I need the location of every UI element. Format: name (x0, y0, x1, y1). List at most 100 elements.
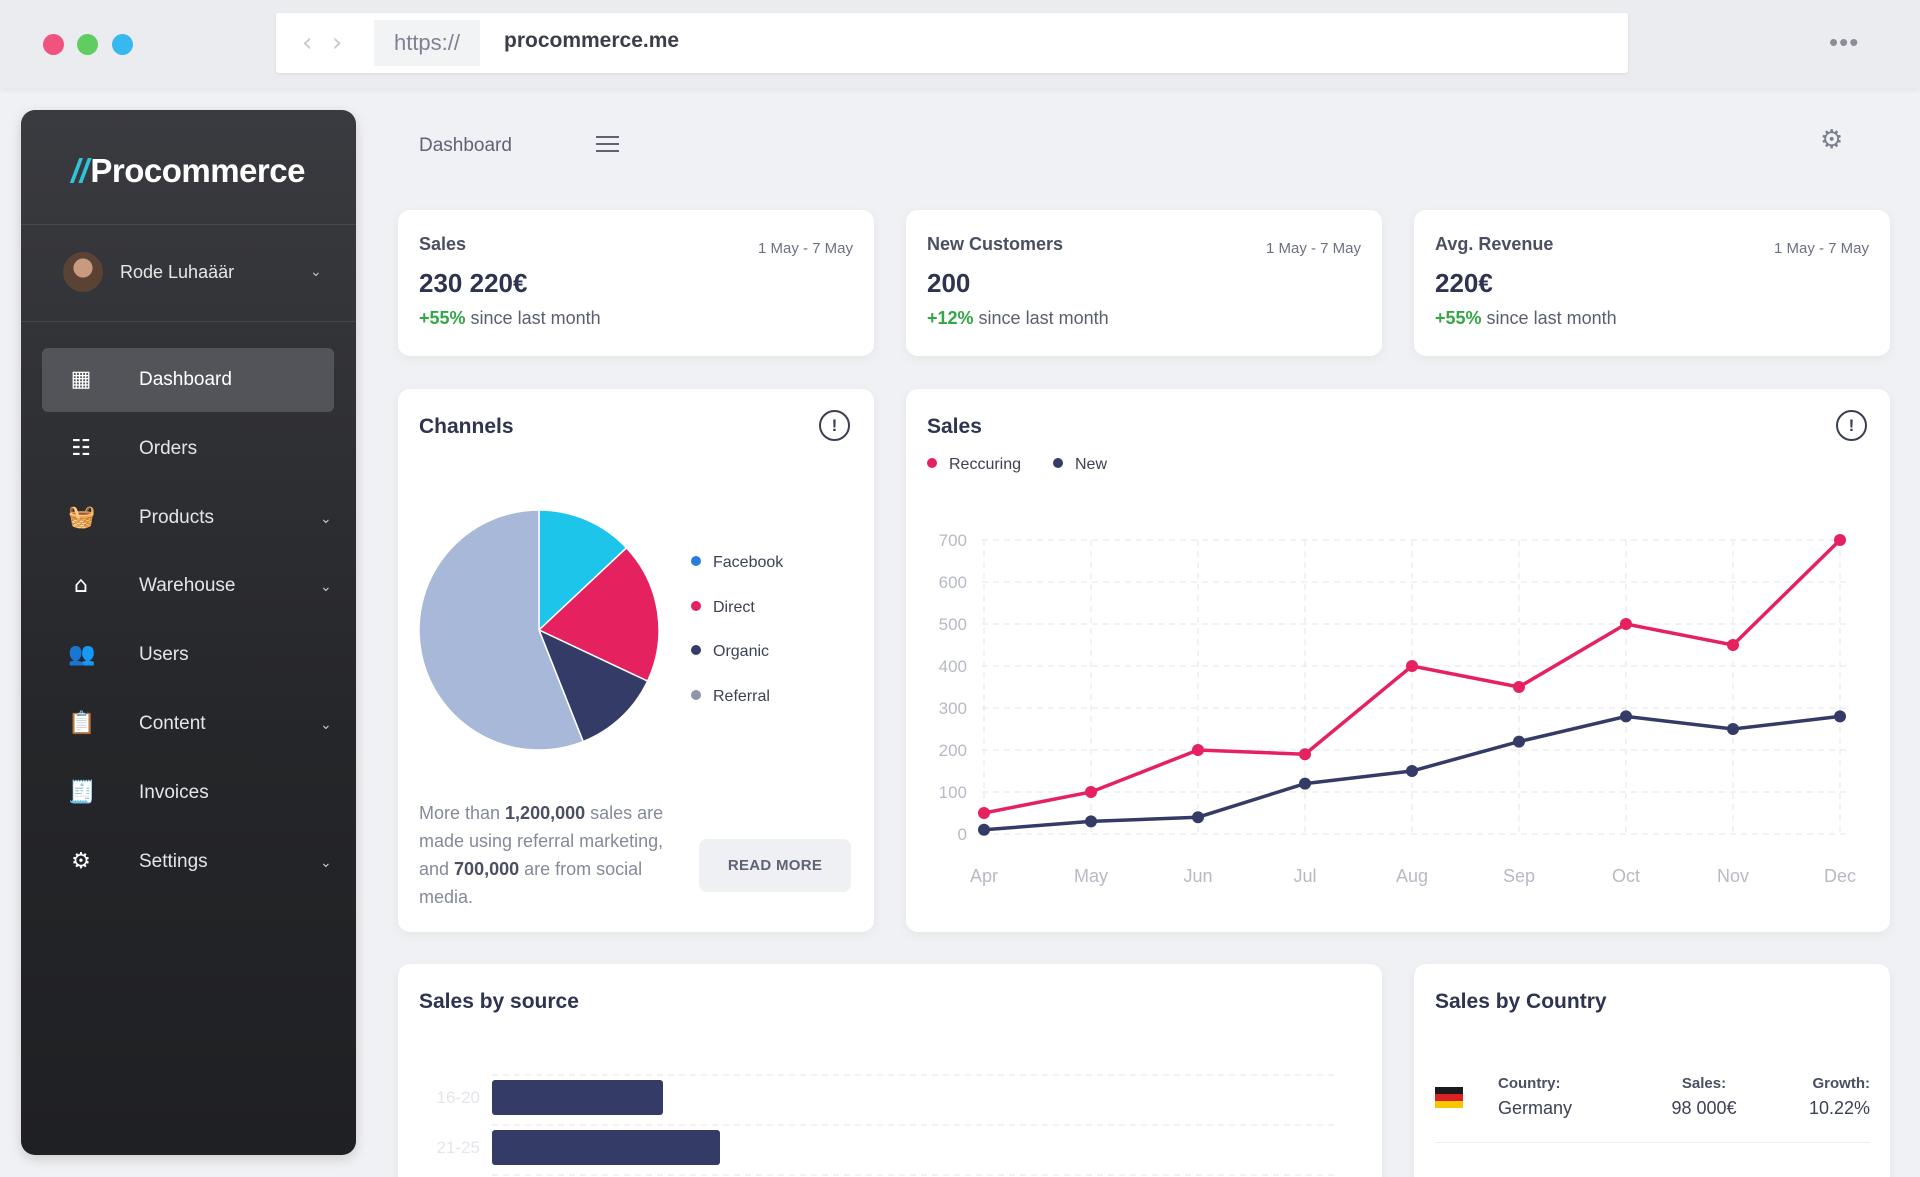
more-horizontal-icon[interactable]: ••• (1829, 27, 1860, 57)
sidebar-item-orders[interactable]: ☷ Orders (42, 417, 334, 481)
card-title: Channels (419, 415, 514, 438)
stat-title: Avg. Revenue (1435, 234, 1554, 254)
chevron-down-icon[interactable]: ⌄ (320, 510, 332, 527)
sidebar-item-label: Invoices (139, 781, 209, 803)
growth-column: Growth: 10.22% (1774, 1075, 1870, 1119)
hamburger-menu-icon[interactable] (596, 136, 619, 153)
data-point-reccuring[interactable] (1085, 786, 1097, 798)
y-tick-label: 200 (939, 741, 967, 760)
chevron-down-icon[interactable]: ⌄ (320, 717, 332, 733)
data-point-reccuring[interactable] (1513, 681, 1525, 693)
data-point-new[interactable] (1299, 777, 1311, 790)
info-icon[interactable]: ! (819, 410, 850, 441)
stat-date: 1 May - 7 May (1265, 240, 1361, 257)
change-text: since last month (973, 308, 1109, 328)
chevron-down-icon[interactable]: ⌄ (310, 264, 322, 280)
sidebar-item-label: Products (139, 506, 214, 528)
card-title: Sales (927, 415, 982, 438)
legend-dot (691, 645, 701, 655)
sidebar-item-settings[interactable]: ⚙ Settings ⌄ (42, 830, 334, 894)
sidebar-item-content[interactable]: 📋 Content ⌄ (42, 692, 334, 756)
desc-highlight: 700,000 (454, 859, 520, 879)
address-bar[interactable]: ‹ › https:// procommerce.me (276, 13, 1628, 73)
data-point-reccuring[interactable] (1727, 639, 1739, 651)
change-text: since last month (1481, 308, 1617, 328)
legend-label: Reccuring (949, 456, 1022, 473)
breadcrumb[interactable]: Dashboard (419, 135, 512, 156)
logo-text: Procommerce (90, 152, 305, 189)
data-point-reccuring[interactable] (1192, 744, 1204, 756)
stat-card-new-customers: New Customers 1 May - 7 May 200 +12% sin… (906, 210, 1382, 356)
data-point-new[interactable] (1085, 815, 1097, 828)
y-tick-label: 500 (939, 615, 967, 634)
legend-item-direct: Direct (691, 599, 755, 617)
data-point-new[interactable] (1406, 765, 1418, 777)
users-icon: 👥 (68, 642, 96, 668)
url-domain[interactable]: procommerce.me (504, 29, 680, 52)
pie-slice-direct (537, 546, 660, 683)
legend-label: Referral (713, 687, 770, 705)
legend-item-new: New (1053, 456, 1107, 474)
chevron-down-icon[interactable]: ⌄ (320, 579, 332, 596)
stat-card-avg-revenue: Avg. Revenue 1 May - 7 May 220€ +55% sin… (1414, 210, 1890, 356)
bar-16-20[interactable] (492, 1080, 663, 1115)
data-point-reccuring[interactable] (1620, 618, 1632, 630)
x-tick-label: Oct (1612, 866, 1640, 886)
window-close-button[interactable] (43, 34, 64, 55)
change-text: since last month (465, 308, 601, 328)
info-icon[interactable]: ! (1836, 410, 1867, 441)
chevron-down-icon[interactable]: ⌄ (320, 854, 332, 871)
legend-label: Direct (713, 598, 755, 616)
divider (21, 224, 356, 225)
sidebar-item-products[interactable]: 🧺 Products ⌄ (42, 486, 334, 550)
sidebar-item-dashboard[interactable]: ▦ Dashboard (42, 348, 334, 412)
data-point-reccuring[interactable] (1299, 748, 1311, 761)
window-maximize-button[interactable] (112, 34, 133, 55)
legend-dot (1053, 458, 1063, 468)
logo[interactable]: //Procommerce (71, 152, 305, 190)
sales-line-chart: 0 100 200 300 400 500 600 700 Apr May Jun Jul Aug Sep… (939, 531, 1856, 886)
data-point-new[interactable] (1192, 811, 1204, 824)
growth-value: 10.22% (1808, 1098, 1870, 1118)
data-point-new[interactable] (978, 823, 990, 836)
card-title: Sales by Country (1435, 990, 1607, 1013)
data-point-reccuring[interactable] (1406, 660, 1418, 672)
sidebar-item-invoices[interactable]: 🧾 Invoices (42, 761, 334, 825)
pie-slice-facebook (538, 509, 628, 632)
data-point-new[interactable] (1727, 723, 1739, 735)
basket-icon: 🧺 (68, 504, 96, 530)
desc-highlight: 1,200,000 (505, 803, 586, 823)
logo-mark: // (71, 152, 89, 189)
legend-dot (691, 689, 701, 700)
divider (21, 321, 356, 322)
data-point-new[interactable] (1834, 710, 1846, 723)
chevron-right-icon[interactable]: › (332, 28, 343, 58)
legend-label: Organic (713, 643, 770, 660)
stat-title: Sales (419, 234, 467, 254)
user-menu[interactable]: Rode Luhaäär ⌄ (63, 252, 323, 294)
stat-date: 1 May - 7 May (1773, 240, 1869, 257)
read-more-button[interactable]: READ MORE (699, 839, 851, 892)
data-point-reccuring[interactable] (1834, 534, 1846, 546)
bar-21-25[interactable] (492, 1130, 720, 1165)
orders-icon: ☷ (71, 435, 91, 461)
window-minimize-button[interactable] (77, 34, 98, 55)
stat-change: +55% since last month (419, 308, 601, 329)
legend-dot (691, 600, 701, 611)
x-tick-label: Aug (1396, 866, 1428, 886)
sidebar-item-warehouse[interactable]: ⌂ Warehouse ⌄ (42, 554, 334, 618)
y-tick-label: 300 (939, 699, 967, 718)
chevron-left-icon[interactable]: ‹ (302, 28, 313, 58)
gear-icon[interactable]: ⚙ (1820, 125, 1844, 155)
germany-flag-icon (1435, 1087, 1463, 1108)
data-point-reccuring[interactable] (978, 807, 990, 819)
channels-card: Channels ! Facebook Direct Organic Referral… (398, 389, 874, 932)
data-point-new[interactable] (1620, 710, 1632, 723)
data-point-new[interactable] (1513, 735, 1525, 748)
desc-text: are from social media. (419, 859, 643, 907)
channels-pie-chart (418, 509, 660, 751)
sidebar-item-users[interactable]: 👥 Users (42, 623, 334, 687)
legend-dot (691, 556, 701, 566)
y-tick-label: 400 (939, 657, 967, 676)
sales-column: Sales: 98 000€ (1649, 1075, 1759, 1119)
